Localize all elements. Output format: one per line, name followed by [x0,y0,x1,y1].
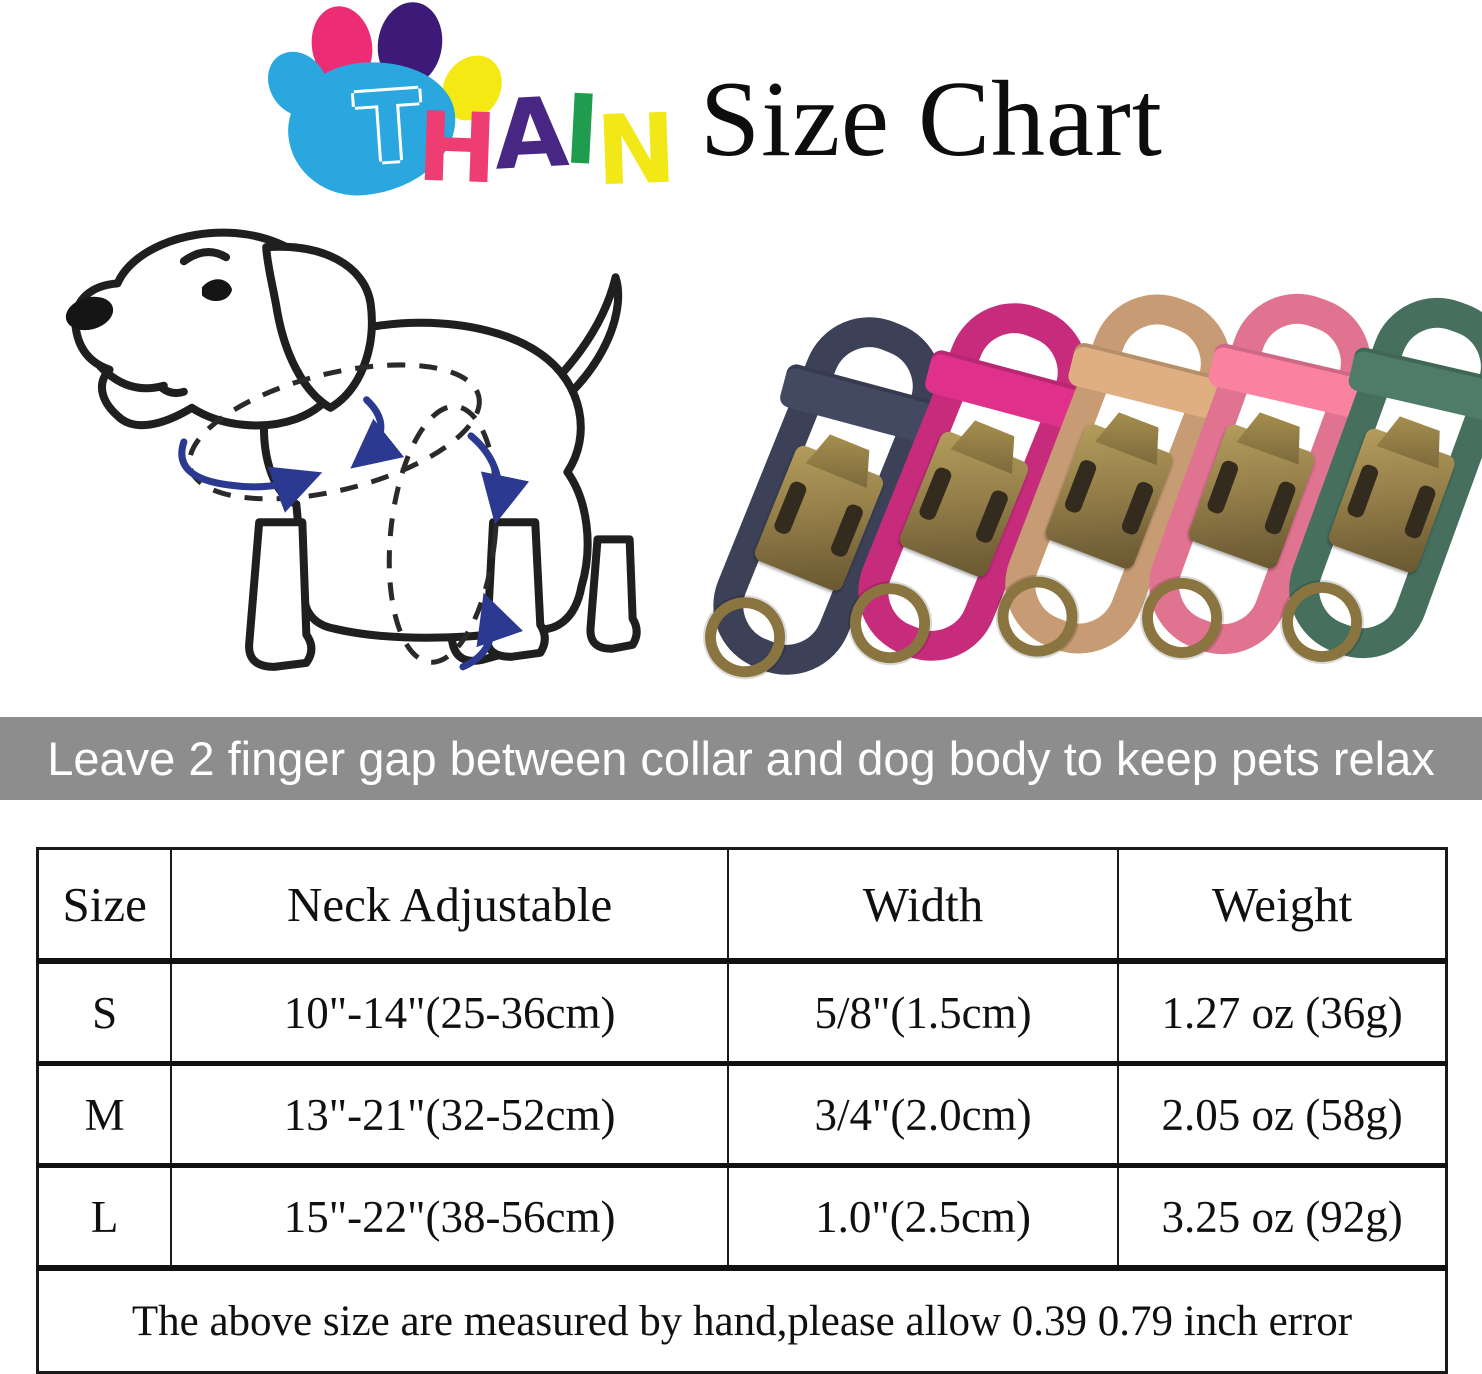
cell-size: L [36,1165,173,1271]
page-title: Size Chart [700,60,1163,179]
table-row-l: L 15"-22"(38-56cm) 1.0"(2.5cm) 3.25 oz (… [36,1165,1448,1271]
brand-wordmark: THAIN [352,70,674,207]
cell-size: S [36,961,173,1066]
cell-width: 3/4"(2.0cm) [726,1063,1120,1168]
brand-logo: THAIN [255,0,688,210]
cell-neck: 13"-21"(32-52cm) [170,1063,729,1168]
table-note-row: The above size are measured by hand,plea… [38,1268,1447,1373]
brand-letter: A [490,76,568,192]
cell-weight: 2.05 oz (58g) [1117,1063,1448,1168]
fit-tip-banner: Leave 2 finger gap between collar and do… [0,717,1482,800]
cell-size: M [36,1063,173,1168]
brand-letter: T [352,69,422,187]
brand-letter: I [561,73,599,187]
brand-letter: H [415,90,496,206]
collar-color-options-photo [692,275,1482,706]
column-header-weight: Weight [1117,848,1448,964]
column-header-width: Width [726,848,1120,964]
cell-width: 1.0"(2.5cm) [726,1165,1120,1271]
cell-neck: 15"-22"(38-56cm) [170,1165,729,1271]
cell-neck: 10"-14"(25-36cm) [170,961,729,1066]
table-header-row: Size Neck Adjustable Width Weight [36,848,1448,964]
brand-letter: N [593,92,675,208]
size-table-wrap: Size Neck Adjustable Width Weight S 10"-… [36,847,1448,1374]
measurement-note: The above size are measured by hand,plea… [131,1297,1353,1345]
size-table: Size Neck Adjustable Width Weight S 10"-… [36,847,1448,1374]
table-row-m: M 13"-21"(32-52cm) 3/4"(2.0cm) 2.05 oz (… [36,1063,1448,1168]
column-header-neck: Neck Adjustable [170,848,729,964]
dog-measurement-diagram [65,228,641,671]
cell-weight: 1.27 oz (36g) [1117,961,1448,1066]
cell-width: 5/8"(1.5cm) [726,961,1120,1066]
table-row-s: S 10"-14"(25-36cm) 5/8"(1.5cm) 1.27 oz (… [36,961,1448,1066]
cell-weight: 3.25 oz (92g) [1117,1165,1448,1271]
column-header-size: Size [36,848,173,964]
